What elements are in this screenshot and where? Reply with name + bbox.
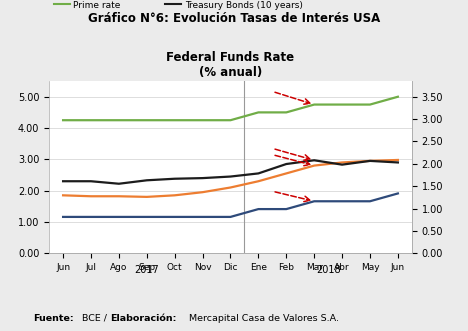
Text: Elaboración:: Elaboración: [110,314,177,323]
Text: BCE /: BCE / [79,314,110,323]
Text: Fuente:: Fuente: [33,314,73,323]
Legend: Federal Funds rate, Prime rate, Libor (360), Treasury Bonds (10 years): Federal Funds rate, Prime rate, Libor (3… [50,0,307,13]
Text: Gráfico N°6: Evolución Tasas de Interés USA: Gráfico N°6: Evolución Tasas de Interés … [88,12,380,24]
Title: Federal Funds Rate
(% anual): Federal Funds Rate (% anual) [167,51,294,78]
Text: 2018: 2018 [316,265,340,275]
Text: Mercapital Casa de Valores S.A.: Mercapital Casa de Valores S.A. [186,314,339,323]
Text: 2017: 2017 [134,265,159,275]
